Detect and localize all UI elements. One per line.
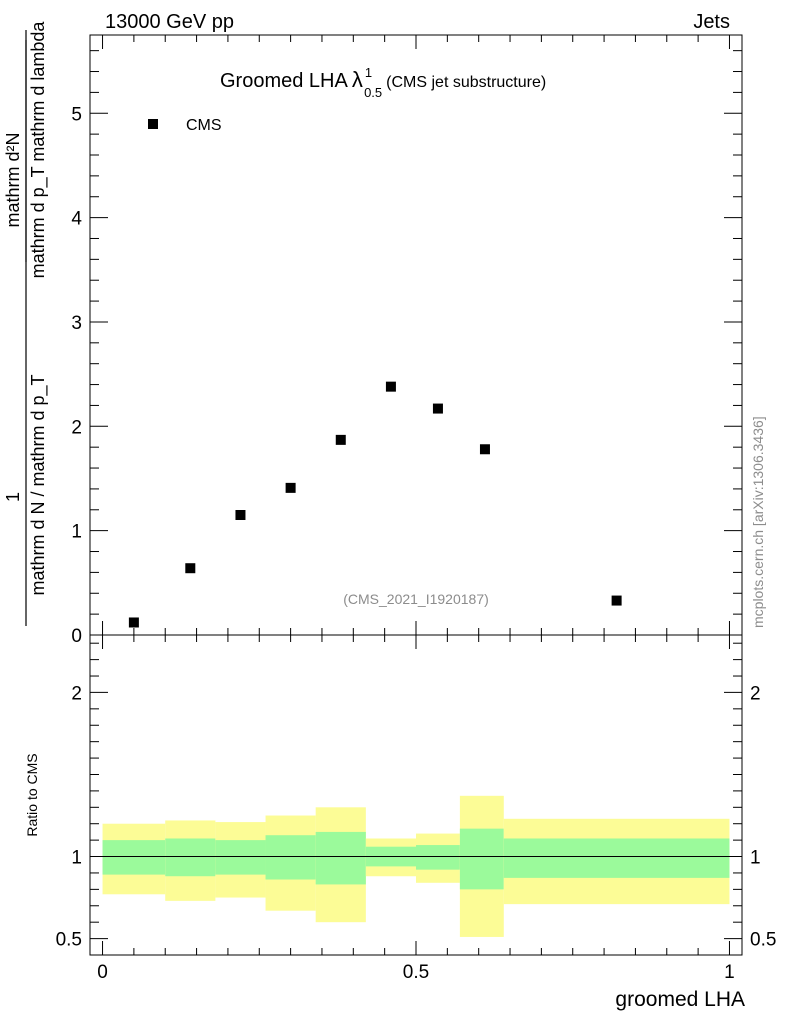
y-tick-label-ratio: 0.5 <box>56 930 82 951</box>
y-label-numerator: mathrm d²N <box>3 132 23 227</box>
ratio-inner-band <box>165 838 216 877</box>
y-label-prefix-denominator: mathrm d N / mathrm d p_T <box>28 374 49 595</box>
ratio-inner-band <box>215 840 266 875</box>
y-label-denominator: mathrm d p_T mathrm d lambda <box>28 21 49 279</box>
y-tick-label-main: 4 <box>71 209 82 230</box>
legend: CMS <box>148 117 222 134</box>
ratio-inner-band <box>416 845 460 870</box>
y-tick-label-main: 1 <box>71 522 82 543</box>
data-point <box>335 434 346 445</box>
y-tick-label-main: 2 <box>71 417 82 438</box>
data-point <box>185 563 196 574</box>
x-tick-label: 0 <box>97 962 108 983</box>
data-point <box>128 617 139 628</box>
ratio-inner-band <box>265 835 316 880</box>
ratio-inner-band <box>459 828 504 890</box>
plot-title-symbol: λ <box>352 67 363 92</box>
data-point <box>285 482 296 493</box>
ratio-inner-band <box>503 838 730 878</box>
data-point <box>235 510 246 520</box>
legend-cms-marker <box>148 119 158 129</box>
y-tick-label-ratio: 2 <box>71 683 82 704</box>
main-marks <box>128 381 622 628</box>
data-point <box>432 403 443 414</box>
legend-cms-label: CMS <box>186 117 222 134</box>
source-side-label: mcplots.cern.ch [arXiv:1306.3436] <box>750 416 766 628</box>
y-axis-label-main: 1 mathrm d²N mathrm d p_T mathrm d lambd… <box>3 21 49 626</box>
y-tick-label-main: 0 <box>71 626 82 647</box>
ratio-bands <box>102 795 730 937</box>
plot-title-subscript: 0.5 <box>364 85 382 100</box>
ratio-panel: 0.5 0.5 1 1 2 2 0 0.5 1 Ratio to CMS groomed LHA <box>24 634 776 1011</box>
plot-title-superscript: 1 <box>365 65 372 80</box>
plot-title-suffix: (CMS jet substructure) <box>386 74 546 91</box>
y-tick-label-ratio: 1 <box>71 848 82 869</box>
ratio-inner-band <box>102 840 166 875</box>
plot-title-main: Groomed LHA <box>220 70 348 92</box>
ratio-frame <box>89 634 743 956</box>
analysis-id: (CMS_2021_I1920187) <box>343 591 489 607</box>
x-axis-label: groomed LHA <box>615 988 745 1011</box>
ratio-ticks: 0.5 0.5 1 1 2 2 0 0.5 1 <box>56 635 776 983</box>
data-point <box>385 381 396 392</box>
ratio-inner-band <box>315 831 366 885</box>
y-tick-label-ratio-right: 0.5 <box>750 930 776 951</box>
y-tick-label-main: 5 <box>71 104 82 125</box>
data-point <box>611 595 622 606</box>
y-label-prefix-numerator: 1 <box>3 492 23 502</box>
y-axis-label-ratio: Ratio to CMS <box>24 753 40 836</box>
x-tick-label: 0.5 <box>403 962 429 983</box>
data-point <box>479 444 490 455</box>
plot-title: Groomed LHA λ 1 0.5 (CMS jet substructure) <box>220 65 546 100</box>
header-energy-label: 13000 GeV pp <box>105 11 234 33</box>
x-tick-label: 1 <box>724 962 735 983</box>
y-tick-label-main: 3 <box>71 313 82 334</box>
header-process-label: Jets <box>693 11 730 33</box>
main-ticks: 0 1 2 3 4 5 <box>71 35 742 647</box>
y-tick-label-ratio-right: 2 <box>750 683 761 704</box>
y-tick-label-ratio-right: 1 <box>750 848 761 869</box>
